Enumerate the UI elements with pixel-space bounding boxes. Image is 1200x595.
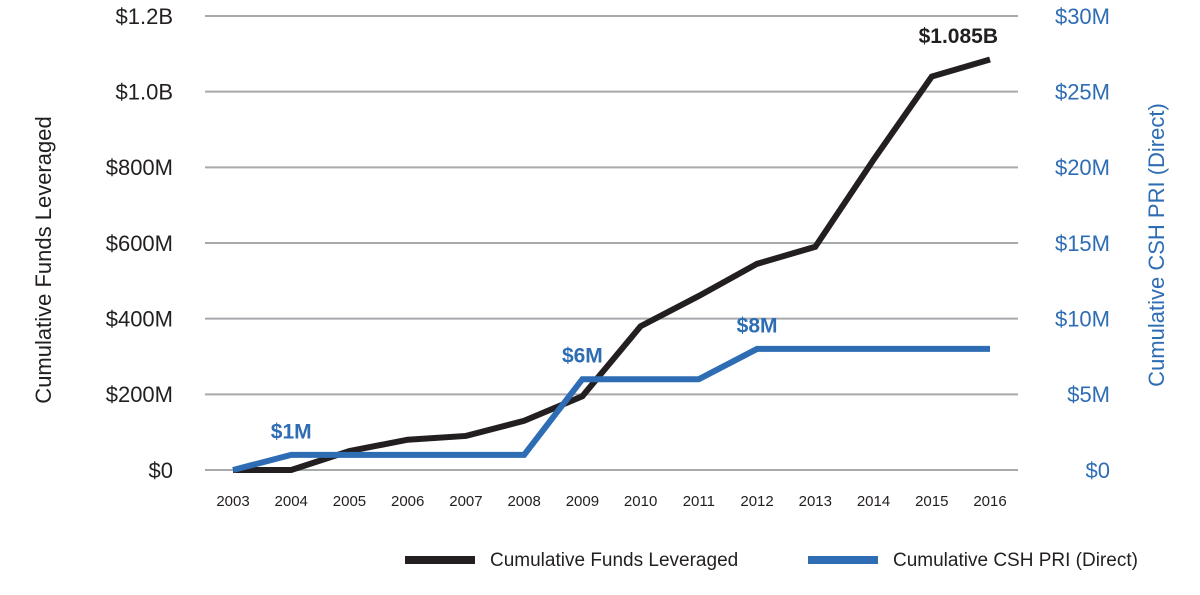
- x-tick-label: 2007: [449, 493, 482, 510]
- x-tick-label: 2011: [683, 493, 715, 510]
- y-tick-label: $800M: [106, 155, 173, 180]
- y2-tick-label: $15M: [1055, 231, 1110, 256]
- y-tick-label: $200M: [106, 382, 173, 407]
- series-line: [232, 345, 990, 473]
- x-tick-label: 2008: [507, 493, 540, 510]
- x-tick-label: 2016: [973, 493, 1006, 510]
- y-axis-title: Cumulative Funds Leveraged: [31, 116, 56, 403]
- x-tick-label: 2010: [624, 493, 657, 510]
- y2-tick-label: $0: [1086, 458, 1110, 483]
- data-label: $1.085B: [919, 25, 998, 48]
- data-label: $8M: [737, 314, 778, 337]
- series-line: [233, 56, 991, 473]
- y2-tick-label: $20M: [1055, 155, 1110, 180]
- y2-tick-label: $25M: [1055, 79, 1110, 104]
- x-tick-label: 2014: [857, 493, 890, 510]
- x-tick-label: 2004: [275, 493, 308, 510]
- x-tick-label: 2013: [799, 493, 832, 510]
- y2-tick-label: $10M: [1055, 306, 1110, 331]
- y-tick-label: $1.2B: [116, 4, 174, 29]
- legend-label: Cumulative CSH PRI (Direct): [893, 550, 1138, 571]
- x-tick-label: 2012: [740, 493, 773, 510]
- y2-tick-label: $30M: [1055, 4, 1110, 29]
- y-tick-label: $600M: [106, 231, 173, 256]
- legend-label: Cumulative Funds Leveraged: [490, 550, 738, 571]
- x-tick-label: 2003: [216, 493, 249, 510]
- x-tick-label: 2005: [333, 493, 366, 510]
- x-tick-label: 2006: [391, 493, 424, 510]
- y-tick-label: $0: [149, 458, 173, 483]
- y-tick-label: $1.0B: [116, 79, 174, 104]
- y-tick-label: $400M: [106, 306, 173, 331]
- data-label: $6M: [562, 345, 603, 368]
- data-label: $1M: [271, 420, 312, 443]
- x-tick-label: 2015: [915, 493, 948, 510]
- y2-axis-title: Cumulative CSH PRI (Direct): [1144, 103, 1169, 387]
- x-tick-label: 2009: [566, 493, 599, 510]
- y2-tick-label: $5M: [1067, 382, 1110, 407]
